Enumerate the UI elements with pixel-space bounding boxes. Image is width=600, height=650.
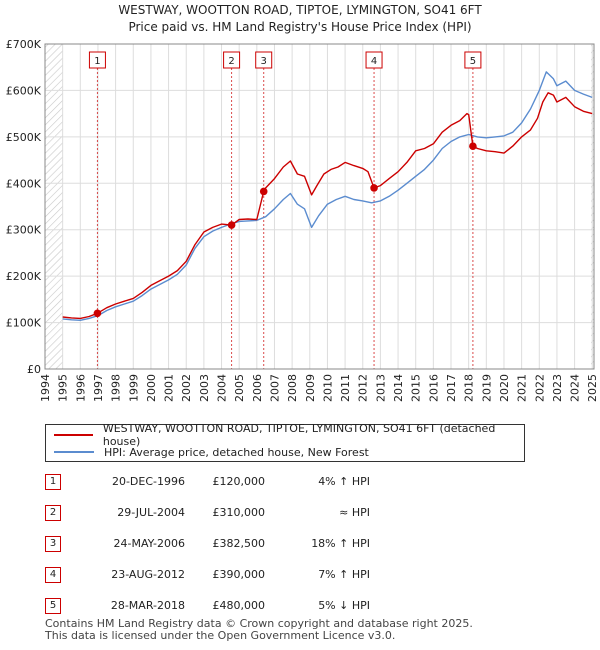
- plot-area: [45, 44, 594, 369]
- y-tick-label: £500K: [6, 131, 42, 144]
- x-tick-label: 2016: [427, 374, 440, 402]
- sale-date: 23-AUG-2012: [111, 568, 185, 581]
- x-tick-label: 2006: [251, 374, 264, 402]
- sale-label-box: [88, 51, 106, 69]
- x-tick-label: 2015: [410, 374, 423, 402]
- footer: Contains HM Land Registry data © Crown c…: [45, 618, 473, 642]
- sale-label: 5: [470, 56, 476, 67]
- property-price-line: [62, 92, 593, 320]
- x-tick-label: 2024: [569, 374, 582, 402]
- sale-point: [370, 184, 378, 192]
- sale-point: [259, 187, 268, 196]
- x-tick-label: 1994: [39, 374, 52, 402]
- legend-item-hpi: HPI: Average price, detached house, New …: [54, 444, 369, 460]
- sale-point: [93, 309, 102, 318]
- sale-number-badge: 1: [45, 474, 61, 490]
- sale-point: [469, 142, 477, 150]
- x-tick-label: 1996: [74, 374, 87, 402]
- sale-hpi-diff: 18% ↑ HPI: [311, 537, 370, 550]
- x-tick-label: 2012: [357, 374, 370, 402]
- y-tick-label: £300K: [6, 224, 42, 237]
- sale-number-badge: 2: [45, 505, 61, 521]
- x-tick-label: 2010: [321, 374, 334, 402]
- sale-number-badge: 3: [45, 536, 61, 552]
- x-tick-label: 2021: [516, 374, 529, 402]
- x-tick-label: 2018: [463, 374, 476, 402]
- legend-hpi-swatch: [54, 451, 94, 453]
- sale-date: 29-JUL-2004: [117, 506, 185, 519]
- sale-price: £310,000: [212, 506, 266, 519]
- x-tick-label: 2011: [339, 374, 352, 402]
- x-tick-label: 2003: [198, 374, 211, 402]
- sale-label: 2: [228, 56, 234, 67]
- x-tick-label: 2014: [392, 374, 405, 402]
- pre-data-hatch: [45, 44, 63, 369]
- legend-property-label: WESTWAY, WOOTTON ROAD, TIPTOE, LYMINGTON…: [102, 422, 496, 448]
- x-tick-label: 2025: [586, 374, 599, 402]
- sale-label-box: [255, 51, 273, 69]
- table-row: 3 24-MAY-2006 £382,500 18% ↑ HPI: [45, 534, 405, 565]
- y-tick-label: £700K: [6, 38, 42, 51]
- chart-title: WESTWAY, WOOTTON ROAD, TIPTOE, LYMINGTON…: [118, 3, 482, 17]
- chart-legend: WESTWAY, WOOTTON ROAD, TIPTOE, LYMINGTON…: [45, 422, 525, 462]
- x-tick-label: 1999: [127, 374, 140, 402]
- x-tick-label: 2008: [286, 374, 299, 402]
- x-tick-label: 2005: [233, 374, 246, 402]
- sale-point: [227, 221, 236, 229]
- sale-date: 28-MAR-2018: [110, 599, 185, 612]
- table-row: 5 28-MAR-2018 £480,000 5% ↓ HPI: [45, 596, 405, 627]
- hpi-line: [62, 71, 593, 321]
- x-tick-label: 1998: [110, 374, 123, 402]
- x-tick-label: 2017: [445, 374, 458, 402]
- sales-table: 1 20-DEC-1996 £120,000 4% ↑ HPI 2 29-JUL…: [45, 472, 405, 627]
- sale-hpi-diff: 4% ↑ HPI: [318, 475, 370, 488]
- x-tick-label: 2019: [480, 374, 493, 402]
- sale-hpi-diff: ≈ HPI: [339, 506, 370, 519]
- x-tick-label: 2002: [180, 374, 193, 402]
- sale-hpi-diff: 5% ↓ HPI: [318, 599, 370, 612]
- chart-subtitle: Price paid vs. HM Land Registry's House …: [128, 20, 471, 34]
- legend-hpi-label: HPI: Average price, detached house, New …: [104, 445, 369, 459]
- table-row: 2 29-JUL-2004 £310,000 ≈ HPI: [45, 503, 405, 534]
- sale-price: £390,000: [212, 568, 266, 581]
- sale-price: £120,000: [212, 475, 266, 488]
- sale-label-box: [464, 51, 482, 69]
- x-tick-label: 2009: [304, 374, 317, 402]
- sale-price: £480,000: [212, 599, 266, 612]
- sale-label: 3: [261, 56, 267, 67]
- y-tick-label: £400K: [6, 177, 42, 190]
- sale-label: 4: [371, 56, 377, 67]
- sale-date: 20-DEC-1996: [111, 475, 185, 488]
- sale-label-box: [223, 51, 241, 69]
- x-tick-label: 1997: [92, 374, 105, 402]
- x-tick-label: 2001: [163, 374, 176, 402]
- sale-label-box: [365, 51, 383, 69]
- x-tick-label: 2000: [145, 374, 158, 402]
- plot-border: [44, 43, 595, 370]
- sale-number-badge: 5: [45, 598, 61, 614]
- x-tick-label: 2022: [533, 374, 546, 402]
- x-tick-label: 2020: [498, 374, 511, 402]
- x-tick-label: 2023: [551, 374, 564, 402]
- table-row: 4 23-AUG-2012 £390,000 7% ↑ HPI: [45, 565, 405, 596]
- y-tick-label: £600K: [6, 84, 42, 97]
- sale-label: 1: [94, 56, 100, 67]
- table-row: 1 20-DEC-1996 £120,000 4% ↑ HPI: [45, 472, 405, 503]
- x-tick-label: 2013: [374, 374, 387, 402]
- price-chart: WESTWAY, WOOTTON ROAD, TIPTOE, LYMINGTON…: [6, 3, 599, 402]
- sale-number-badge: 4: [45, 567, 61, 583]
- x-tick-label: 1995: [57, 374, 70, 402]
- sale-hpi-diff: 7% ↑ HPI: [318, 568, 370, 581]
- y-tick-label: £100K: [6, 317, 42, 330]
- x-tick-label: 2007: [268, 374, 281, 402]
- y-tick-label: £200K: [6, 270, 42, 283]
- sale-price: £382,500: [212, 537, 266, 550]
- footer-license: This data is licensed under the Open Gov…: [45, 629, 396, 642]
- sale-date: 24-MAY-2006: [113, 537, 185, 550]
- footer-copyright: Contains HM Land Registry data © Crown c…: [45, 617, 473, 630]
- legend-item-property: WESTWAY, WOOTTON ROAD, TIPTOE, LYMINGTON…: [54, 422, 524, 448]
- y-tick-label: £0: [27, 363, 41, 376]
- x-tick-label: 2004: [216, 374, 229, 402]
- legend-property-swatch: [54, 434, 93, 436]
